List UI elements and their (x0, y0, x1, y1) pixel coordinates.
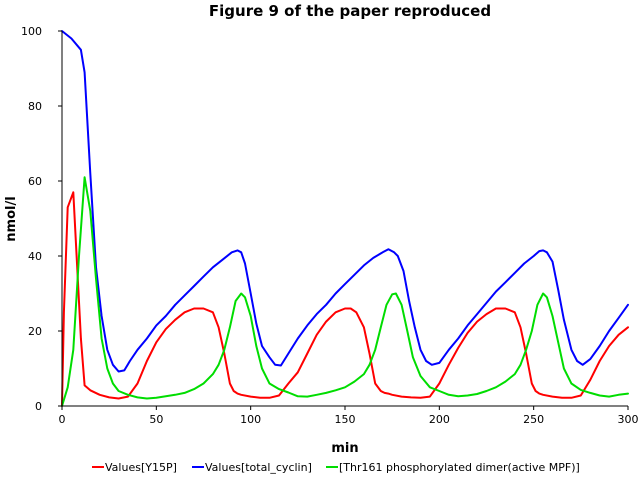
y-axis-ticks: 0 20 40 60 80 100 (21, 25, 62, 413)
legend-label-3: [Thr161 phosphorylated dimer(active MPF)… (339, 461, 580, 474)
y-tick-label: 20 (28, 325, 42, 338)
x-tick-label: 100 (240, 413, 261, 426)
y-tick-label: 0 (35, 400, 42, 413)
legend: Values[Y15P] Values[total_cyclin] [Thr161 … (92, 461, 580, 474)
y-tick-label: 80 (28, 100, 42, 113)
x-tick-label: 0 (59, 413, 66, 426)
chart-title: Figure 9 of the paper reproduced (209, 2, 491, 20)
y-tick-label: 100 (21, 25, 42, 38)
x-tick-label: 300 (618, 413, 639, 426)
series-layer (61, 30, 629, 407)
y-axis-label: nmol/l (4, 196, 19, 241)
x-tick-label: 150 (335, 413, 356, 426)
y-tick-label: 40 (28, 250, 42, 263)
x-tick-label: 50 (149, 413, 163, 426)
series-line-3 (61, 176, 629, 407)
legend-label-2: Values[total_cyclin] (205, 461, 312, 474)
series-line-1 (61, 191, 629, 407)
series-line-2 (61, 30, 629, 373)
x-tick-label: 200 (429, 413, 450, 426)
x-axis-ticks: 0 50 100 150 200 250 300 (59, 406, 639, 426)
x-tick-label: 250 (523, 413, 544, 426)
y-tick-label: 60 (28, 175, 42, 188)
x-axis-label: min (331, 441, 358, 456)
legend-label-1: Values[Y15P] (105, 461, 177, 474)
